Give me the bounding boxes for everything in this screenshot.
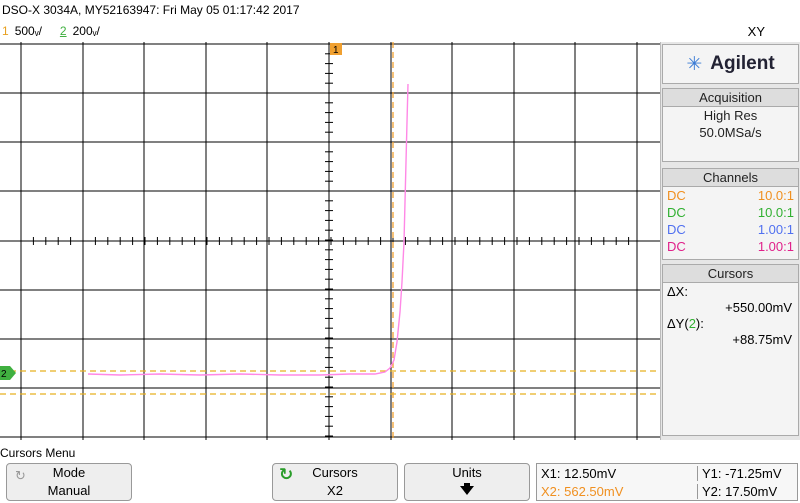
ch2-ground-marker[interactable]: 2: [0, 366, 16, 380]
y1-readout: Y1: -71.25mV: [697, 466, 782, 481]
scope-graticule[interactable]: 1 2: [0, 42, 660, 440]
ch1-number[interactable]: 1: [2, 24, 9, 38]
units-softkey-title: Units: [452, 465, 482, 480]
channel-probe-ratio: 1.00:1: [757, 239, 794, 254]
channel-row-4[interactable]: DC 1.00:1: [663, 238, 798, 255]
brand-logo: ✳ Agilent: [663, 45, 798, 83]
channel-coupling: DC: [667, 205, 686, 220]
channels-box[interactable]: Channels DC 10.0:1 DC 10.0:1 DC 1.00:1 DC 1.00:…: [662, 168, 799, 260]
channel-coupling: DC: [667, 188, 686, 203]
acquisition-rate: 50.0MSa/s: [699, 125, 762, 140]
delta-x-value: +550.00mV: [725, 300, 792, 315]
cursors-softkey-title: Cursors: [312, 465, 358, 480]
ch1-scale[interactable]: 500ᵥ/: [14, 24, 42, 38]
ch2-number[interactable]: 2: [59, 24, 67, 38]
info-panel: ✳ Agilent Acquisition High Res 50.0MSa/s…: [660, 42, 800, 440]
channel-coupling: DC: [667, 222, 686, 237]
acquisition-mode: High Res: [703, 108, 758, 123]
delta-y-value: +88.75mV: [732, 332, 792, 347]
brand-box: ✳ Agilent: [662, 44, 799, 84]
mode-softkey-title: Mode: [52, 465, 86, 480]
window-title: DSO-X 3034A, MY52163947: Fri May 05 01:1…: [2, 3, 300, 17]
channel-scale-bar: 1 500ᵥ/2 200ᵥ/: [2, 24, 106, 38]
cursors-softkey[interactable]: ↻ Cursors X2: [272, 463, 398, 501]
cursors-title: Cursors: [663, 265, 798, 283]
rotate-knob-icon: ↻: [279, 465, 294, 484]
ch2-marker-label: 2: [1, 369, 7, 380]
brand-name: Agilent: [710, 53, 775, 74]
channel-coupling: DC: [667, 239, 686, 254]
submenu-arrow-icon: [405, 482, 529, 503]
x2-readout: X2: 562.50mV: [541, 484, 624, 499]
units-softkey[interactable]: Units: [404, 463, 530, 501]
delta-y-channel: 2: [688, 316, 696, 331]
mode-softkey-value: Manual: [47, 483, 91, 498]
delta-y-label: ΔY(2):: [667, 316, 704, 331]
cursor-readout: X1: 12.50mV X2: 562.50mV Y1: -71.25mV Y2…: [536, 463, 798, 501]
mode-softkey[interactable]: ↻ Mode Manual: [6, 463, 132, 501]
cursors-softkey-value: X2: [327, 483, 343, 498]
channels-title: Channels: [663, 169, 798, 187]
channel-row-2[interactable]: DC 10.0:1: [663, 204, 798, 221]
rotate-knob-icon: ↻: [15, 468, 26, 483]
ch2-scale[interactable]: 200ᵥ/: [72, 24, 100, 38]
channel-probe-ratio: 10.0:1: [757, 188, 794, 203]
acquisition-title: Acquisition: [663, 89, 798, 107]
xy-trace: [87, 83, 409, 376]
acquisition-box[interactable]: Acquisition High Res 50.0MSa/s: [662, 88, 799, 162]
y2-readout: Y2: 17.50mV: [697, 484, 777, 499]
softkey-menu-title: Cursors Menu: [0, 446, 76, 460]
x1-readout: X1: 12.50mV: [541, 466, 617, 481]
channel-row-1[interactable]: DC 10.0:1: [663, 187, 798, 204]
channel-probe-ratio: 1.00:1: [757, 222, 794, 237]
cursors-box[interactable]: Cursors ΔX: +550.00mV ΔY(2): +88.75mV: [662, 264, 799, 436]
ch1-marker-label: 1: [333, 45, 339, 56]
channel-probe-ratio: 10.0:1: [757, 205, 794, 220]
ch1-ground-marker[interactable]: 1: [330, 43, 342, 56]
spark-icon: ✳: [686, 53, 703, 75]
graticule-ticks: [20, 43, 630, 437]
display-mode-label: XY: [747, 24, 765, 39]
channel-row-3[interactable]: DC 1.00:1: [663, 221, 798, 238]
delta-x-label: ΔX:: [667, 284, 688, 299]
